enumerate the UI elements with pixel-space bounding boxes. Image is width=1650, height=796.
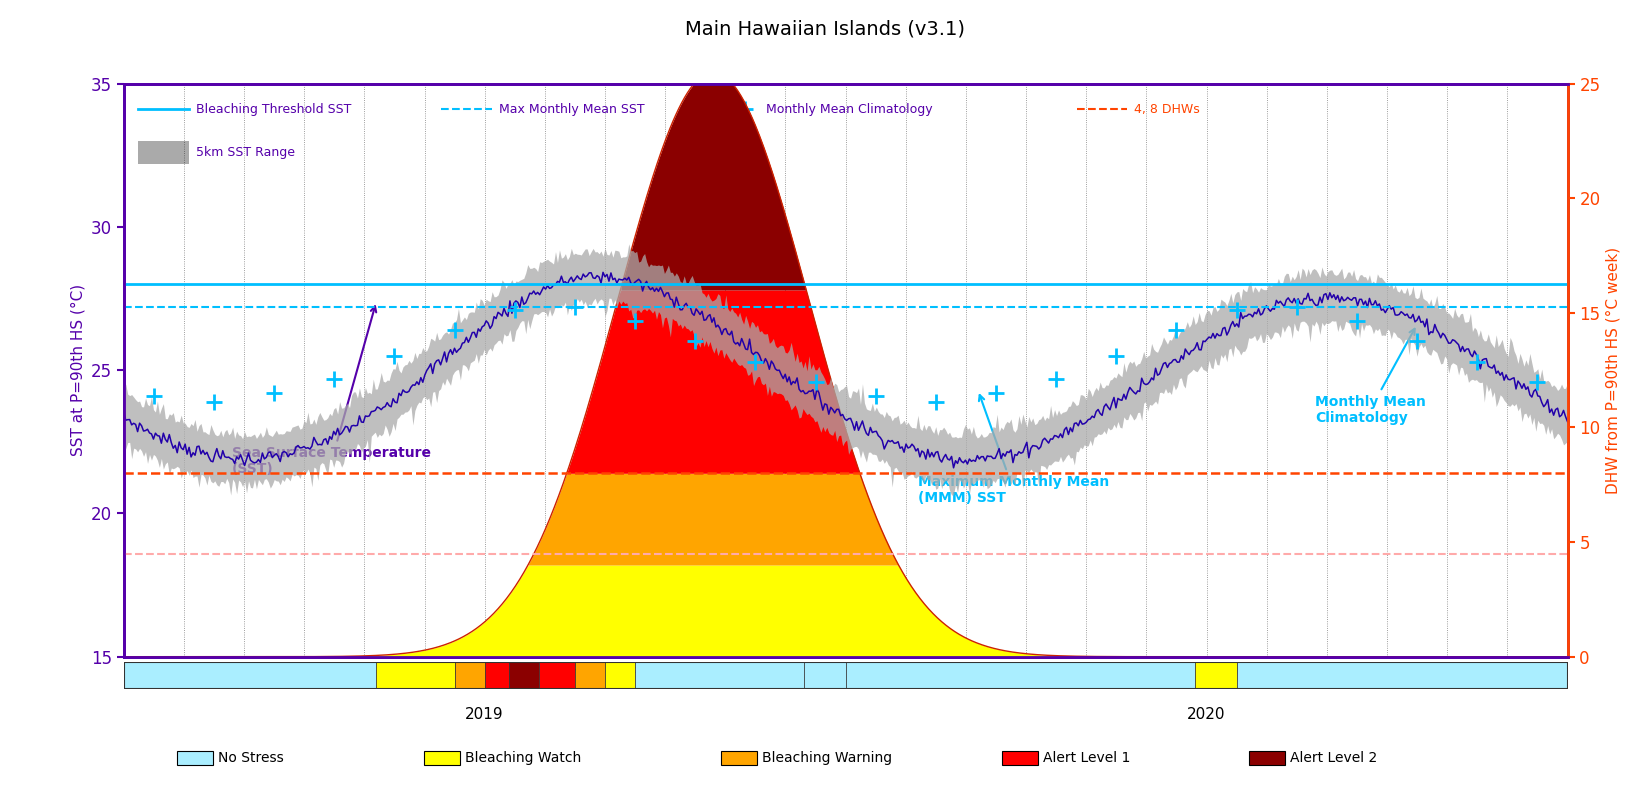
Bar [1236, 662, 1567, 689]
Bar [804, 662, 845, 689]
Y-axis label: SST at P=90th HS (°C): SST at P=90th HS (°C) [71, 284, 86, 456]
Bar [455, 662, 485, 689]
Bar [376, 662, 455, 689]
Bar [124, 662, 376, 689]
Text: Bleaching Threshold SST: Bleaching Threshold SST [196, 103, 351, 116]
Text: Bleaching Watch: Bleaching Watch [465, 751, 581, 765]
Bar [508, 662, 540, 689]
Text: Alert Level 2: Alert Level 2 [1290, 751, 1378, 765]
Text: Bleaching Warning: Bleaching Warning [762, 751, 893, 765]
Text: Max Monthly Mean SST: Max Monthly Mean SST [498, 103, 645, 116]
Text: 5km SST Range: 5km SST Range [196, 146, 295, 159]
Text: 4, 8 DHWs: 4, 8 DHWs [1135, 103, 1200, 116]
Bar [845, 662, 1195, 689]
Text: Monthly Mean
Climatology: Monthly Mean Climatology [1315, 329, 1426, 425]
Text: Sea Surface Temperature
(SST): Sea Surface Temperature (SST) [233, 306, 431, 476]
Bar [635, 662, 804, 689]
Bar [1195, 662, 1236, 689]
Bar [485, 662, 508, 689]
Text: Maximum Monthly Mean
(MMM) SST: Maximum Monthly Mean (MMM) SST [917, 395, 1109, 505]
Text: 2020: 2020 [1188, 707, 1226, 721]
Text: Main Hawaiian Islands (v3.1): Main Hawaiian Islands (v3.1) [685, 20, 965, 39]
Text: Alert Level 1: Alert Level 1 [1043, 751, 1130, 765]
Y-axis label: DHW from P=90th HS (°C week): DHW from P=90th HS (°C week) [1605, 247, 1620, 494]
Text: Monthly Mean Climatology: Monthly Mean Climatology [766, 103, 932, 116]
Text: 2019: 2019 [465, 707, 503, 721]
Bar [540, 662, 574, 689]
Bar [606, 662, 635, 689]
Text: No Stress: No Stress [218, 751, 284, 765]
Bar [574, 662, 606, 689]
